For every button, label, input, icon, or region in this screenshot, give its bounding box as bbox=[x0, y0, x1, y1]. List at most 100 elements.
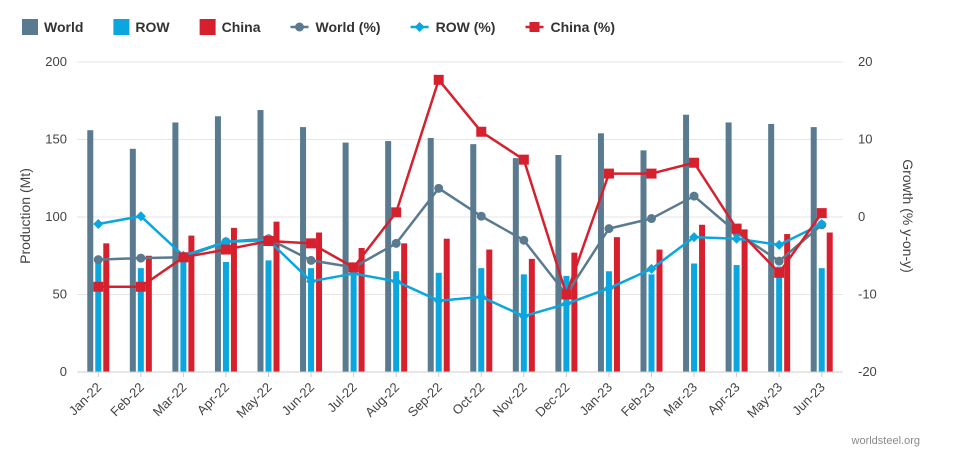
y2-tick-label: -10 bbox=[858, 287, 877, 302]
point-china bbox=[178, 252, 189, 263]
bar-row bbox=[435, 272, 442, 372]
x-tick-label: May-22 bbox=[233, 380, 274, 421]
point-world bbox=[306, 255, 316, 265]
legend-label-world: World (%) bbox=[316, 19, 381, 35]
bar-row bbox=[776, 266, 783, 372]
bar-world bbox=[597, 133, 604, 372]
bar-row bbox=[265, 260, 272, 372]
bar-row bbox=[308, 268, 315, 372]
bar-row bbox=[818, 268, 825, 372]
bar-row bbox=[180, 260, 187, 372]
y-tick-label: 100 bbox=[45, 209, 67, 224]
bar-world bbox=[555, 155, 562, 372]
point-row bbox=[135, 211, 146, 222]
legend-swatch-world bbox=[22, 19, 38, 35]
point-row bbox=[646, 263, 657, 274]
bar-world bbox=[385, 141, 392, 372]
x-tick-label: Feb-22 bbox=[107, 380, 147, 420]
point-china bbox=[518, 154, 529, 165]
x-tick-label: Jan-22 bbox=[66, 380, 105, 419]
x-tick-label: Mar-23 bbox=[660, 380, 700, 420]
y2-tick-label: 0 bbox=[858, 209, 865, 224]
bar-row bbox=[95, 260, 102, 372]
point-row bbox=[433, 295, 444, 306]
point-china bbox=[476, 126, 487, 137]
bar-row bbox=[605, 271, 612, 372]
x-axis: Jan-22 Feb-22 Mar-22 Apr-22 May-22 Jun-22 Jul-… bbox=[66, 371, 843, 421]
x-tick-label: Aug-22 bbox=[362, 380, 402, 420]
y2-tick-label: -20 bbox=[858, 364, 877, 379]
point-china bbox=[731, 223, 742, 234]
bar-china bbox=[273, 221, 280, 372]
x-tick-label: Jul-22 bbox=[324, 380, 360, 416]
bar-row bbox=[393, 271, 400, 372]
point-world bbox=[391, 238, 401, 248]
bar-china bbox=[486, 249, 493, 372]
point-china bbox=[135, 281, 146, 292]
point-china bbox=[348, 262, 359, 273]
line-world bbox=[98, 187, 823, 296]
point-china bbox=[646, 168, 657, 179]
point-china bbox=[433, 74, 444, 85]
legend-marker-world bbox=[295, 22, 305, 32]
legend-label-china: China bbox=[222, 19, 261, 35]
x-tick-label: Sep-22 bbox=[405, 380, 445, 420]
point-china bbox=[263, 236, 274, 247]
point-world bbox=[476, 211, 486, 221]
credit-label: worldsteel.org bbox=[851, 435, 920, 447]
point-china bbox=[689, 157, 700, 168]
x-tick-label: May-23 bbox=[744, 380, 785, 421]
bar-world bbox=[768, 124, 775, 372]
point-world bbox=[689, 191, 699, 201]
line-china bbox=[98, 78, 823, 296]
bar-world bbox=[342, 142, 349, 372]
point-world bbox=[93, 255, 103, 265]
bar-china bbox=[316, 232, 323, 372]
point-world bbox=[519, 235, 529, 245]
point-row bbox=[816, 218, 827, 229]
point-world bbox=[774, 256, 784, 266]
legend-label-china: China (%) bbox=[550, 19, 615, 35]
bar-china bbox=[145, 255, 152, 372]
bar-china bbox=[103, 243, 110, 372]
legend-label-row: ROW bbox=[135, 19, 170, 35]
point-china bbox=[816, 208, 827, 219]
bar-world bbox=[725, 122, 732, 372]
x-tick-label: Mar-22 bbox=[150, 380, 190, 420]
y-tick-label: 50 bbox=[53, 287, 67, 302]
bar-china bbox=[784, 234, 791, 372]
x-tick-label: Nov-22 bbox=[490, 380, 530, 420]
right-axis: -20 -10 0 10 20 bbox=[858, 54, 877, 379]
x-tick-label: Jan-23 bbox=[576, 380, 615, 419]
bar-row bbox=[137, 268, 144, 372]
point-row bbox=[220, 236, 231, 247]
legend-swatch-china bbox=[199, 19, 216, 35]
point-world bbox=[136, 253, 146, 263]
legend-label-row: ROW (%) bbox=[436, 19, 496, 35]
point-world bbox=[647, 214, 656, 224]
point-row bbox=[306, 276, 317, 287]
legend: World ROW China World (%) ROW (%) China (%) bbox=[22, 19, 615, 35]
bar-world bbox=[512, 158, 519, 372]
point-row bbox=[391, 276, 402, 287]
point-world bbox=[604, 224, 614, 234]
y2-axis-title: Growth (% y-on-y) bbox=[900, 159, 916, 273]
x-tick-label: Jun-22 bbox=[278, 380, 317, 419]
line-series-group bbox=[93, 74, 827, 322]
bar-row bbox=[648, 274, 655, 372]
bar-world bbox=[87, 130, 94, 372]
point-row bbox=[518, 311, 529, 322]
point-china bbox=[93, 281, 104, 292]
point-china bbox=[603, 168, 614, 179]
x-tick-label: Oct-22 bbox=[449, 380, 487, 418]
point-row bbox=[561, 298, 572, 309]
bar-world bbox=[427, 137, 434, 372]
y-axis-title: Production (Mt) bbox=[17, 168, 33, 264]
bar-china bbox=[826, 232, 833, 372]
bar-china bbox=[443, 238, 450, 372]
bar-row bbox=[222, 261, 229, 372]
point-world bbox=[434, 183, 444, 193]
bar-world bbox=[810, 127, 817, 372]
